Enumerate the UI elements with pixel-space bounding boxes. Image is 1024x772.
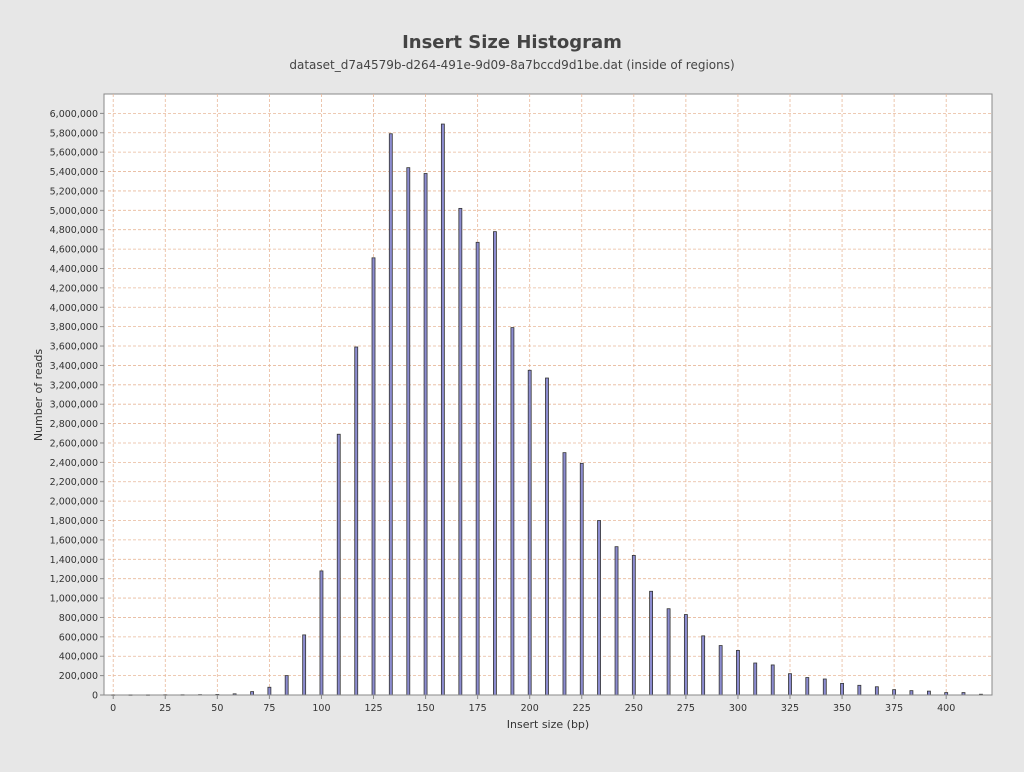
histogram-bar — [371, 257, 376, 696]
grid-layer — [108, 94, 992, 695]
x-tick-label: 175 — [469, 703, 487, 714]
y-tick-label: 6,000,000 — [50, 109, 98, 120]
histogram-bar — [579, 462, 584, 696]
y-tick-label: 3,800,000 — [50, 322, 98, 333]
chart-title: Insert Size Histogram — [402, 32, 622, 53]
x-tick-label: 300 — [729, 703, 747, 714]
histogram-bar — [302, 634, 307, 696]
y-tick-label: 2,200,000 — [50, 477, 98, 488]
y-tick-label: 3,400,000 — [50, 361, 98, 372]
y-tick-label: 4,000,000 — [50, 303, 98, 314]
histogram-bar — [388, 133, 393, 696]
y-tick-label: 5,600,000 — [50, 148, 98, 159]
histogram-bar — [788, 673, 792, 696]
y-tick-label: 0 — [92, 691, 98, 702]
histogram-bar — [857, 684, 862, 696]
x-tick-label: 50 — [211, 703, 223, 714]
x-tick-label: 125 — [364, 703, 382, 714]
histogram-bar — [701, 635, 706, 696]
histogram-bar — [736, 650, 740, 696]
histogram-bar — [527, 369, 532, 696]
x-tick-label: 25 — [159, 703, 171, 714]
x-tick-label: 200 — [521, 703, 539, 714]
histogram-bar — [770, 664, 775, 696]
x-tick-label: 100 — [312, 703, 330, 714]
y-tick-label: 2,600,000 — [50, 438, 98, 449]
histogram-bar — [597, 520, 601, 696]
y-tick-label: 600,000 — [59, 632, 98, 643]
y-tick-label: 1,000,000 — [50, 594, 98, 605]
histogram-bar — [874, 686, 879, 696]
histogram-bar — [753, 662, 758, 696]
y-tick-label: 3,200,000 — [50, 380, 98, 391]
histogram-bar — [631, 555, 636, 696]
histogram-bar — [440, 123, 445, 696]
y-tick-label: 200,000 — [59, 671, 98, 682]
histogram-bar — [614, 546, 619, 696]
histogram-bar — [892, 689, 897, 696]
histogram-bar — [354, 346, 359, 696]
histogram-bar — [683, 614, 688, 696]
x-tick-label: 0 — [110, 703, 116, 714]
histogram-bar — [718, 645, 723, 696]
histogram-bar — [423, 173, 428, 696]
histogram-bar — [822, 678, 827, 696]
histogram-bar — [336, 433, 341, 696]
y-tick-label: 4,600,000 — [50, 245, 98, 256]
histogram-bar — [510, 327, 515, 696]
histogram-bar — [840, 682, 844, 696]
histogram-bar — [545, 377, 549, 696]
histogram-bar — [909, 690, 914, 696]
y-tick-label: 3,600,000 — [50, 342, 98, 353]
histogram-bar — [250, 691, 255, 696]
histogram-bar — [649, 590, 654, 696]
histogram-bar — [319, 570, 324, 696]
histogram-bar — [493, 231, 497, 696]
x-tick-label: 375 — [885, 703, 903, 714]
histogram-bar — [805, 677, 810, 696]
y-tick-label: 1,600,000 — [50, 535, 98, 546]
y-axis-label: Number of reads — [32, 349, 45, 442]
y-tick-label: 5,800,000 — [50, 128, 98, 139]
y-tick-label: 5,400,000 — [50, 167, 98, 178]
y-tick-label: 5,200,000 — [50, 186, 98, 197]
x-tick-label: 150 — [417, 703, 435, 714]
x-tick-label: 250 — [625, 703, 643, 714]
histogram-bar — [562, 452, 567, 696]
y-tick-label: 1,200,000 — [50, 574, 98, 585]
histogram-bar — [458, 207, 463, 696]
y-tick-label: 800,000 — [59, 613, 98, 624]
chart-subtitle: dataset_d7a4579b-d264-491e-9d09-8a7bccd9… — [289, 58, 734, 72]
y-tick-label: 5,000,000 — [50, 206, 98, 217]
y-tick-label: 4,800,000 — [50, 225, 98, 236]
y-tick-label: 1,800,000 — [50, 516, 98, 527]
y-tick-label: 1,400,000 — [50, 555, 98, 566]
x-axis-label: Insert size (bp) — [507, 718, 589, 731]
y-tick-label: 3,000,000 — [50, 400, 98, 411]
histogram-bar — [284, 675, 289, 696]
y-tick-label: 400,000 — [59, 652, 98, 663]
x-tick-label: 225 — [573, 703, 591, 714]
y-tick-label: 2,000,000 — [50, 497, 98, 508]
y-tick-label: 4,400,000 — [50, 264, 98, 275]
y-tick-label: 2,400,000 — [50, 458, 98, 469]
y-axis-ticks: 0 200,000 400,000 600,000 800,000 1,000,000 1,… — [50, 109, 104, 702]
y-tick-label: 2,800,000 — [50, 419, 98, 430]
histogram-bar — [666, 608, 671, 696]
x-tick-label: 400 — [937, 703, 955, 714]
histogram-bar — [475, 241, 480, 696]
axes-layer — [103, 94, 992, 696]
histogram-bar — [406, 167, 411, 696]
histogram-bar — [267, 686, 272, 696]
y-tick-label: 4,200,000 — [50, 283, 98, 294]
x-tick-label: 75 — [263, 703, 275, 714]
x-tick-label: 325 — [781, 703, 799, 714]
x-tick-label: 350 — [833, 703, 851, 714]
x-tick-label: 275 — [677, 703, 695, 714]
x-axis-ticks: 0 25 50 75 100 125 150 175 200 225 250 275 300 325 350… — [110, 695, 955, 714]
histogram-bar — [927, 690, 931, 696]
